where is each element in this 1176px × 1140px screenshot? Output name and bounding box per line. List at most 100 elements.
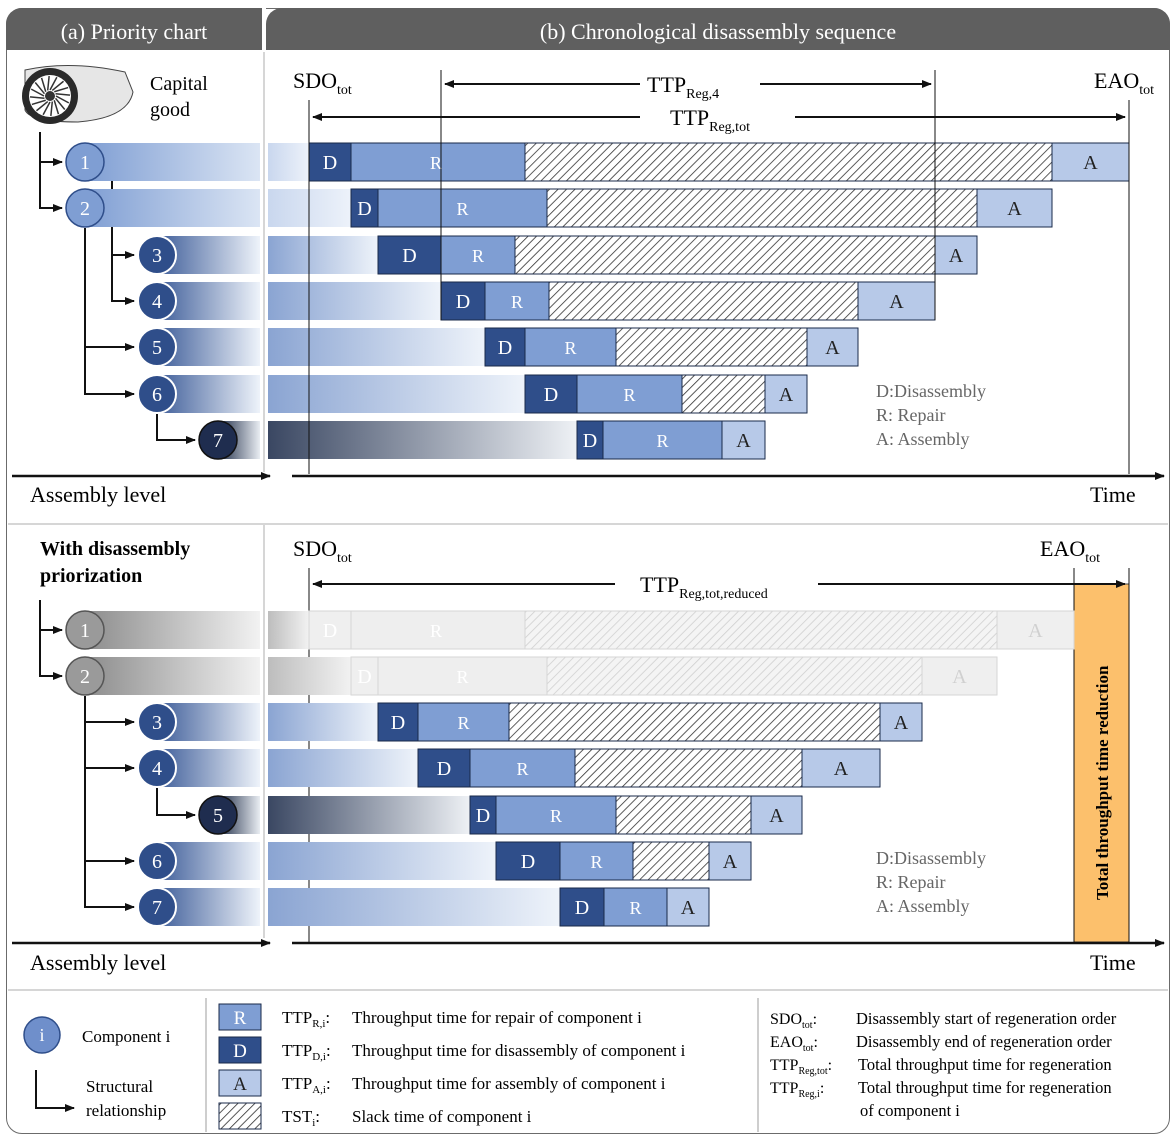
- bottom-component-7: [137, 887, 177, 927]
- top-row-2-d-bar: [350, 188, 379, 228]
- sdo-label-top: SDOtot: [293, 68, 352, 98]
- bottom-row-3: D R A 3: [137, 702, 923, 742]
- top-row-2-a-label: A: [1007, 198, 1022, 220]
- top-row-2-r-bar: [377, 188, 548, 228]
- abbreviations: SDOtot: Disassembly start of regeneration…: [770, 1009, 1117, 1120]
- key-item-2: A TTPA,i: Throughput time for assembly of …: [218, 1069, 666, 1097]
- bottom-row-6-slack-bar: [632, 841, 710, 881]
- bottom-component-5: [198, 795, 238, 835]
- svg-text:of component i: of component i: [860, 1101, 960, 1120]
- eao-label-bottom: EAOtot: [1040, 536, 1100, 566]
- top-row-5: D R A 5: [137, 327, 859, 367]
- header-disassembly-sequence: (b) Chronological disassembly sequence: [266, 8, 1170, 50]
- top-component-1: [65, 142, 105, 182]
- bottom-component-5-label: 5: [213, 805, 223, 827]
- reduction-bar: [1073, 583, 1130, 943]
- sdo-label-bottom: SDOtot: [293, 536, 352, 566]
- top-component-3-label: 3: [152, 245, 162, 267]
- bottom-row-6-r-label: R: [590, 852, 602, 872]
- top-row-7-a-bar: [721, 420, 766, 460]
- bottom-row-2-r-label: R: [456, 667, 468, 687]
- eao-label-top: EAOtot: [1094, 68, 1154, 98]
- abbrev-1: EAOtot: Disassembly end of regeneration o…: [770, 1032, 1112, 1054]
- legend-top: D:Disassembly R: Repair A: Assembly: [876, 381, 986, 449]
- svg-text:relationship: relationship: [86, 1101, 166, 1120]
- bottom-row-5: D R A 5: [198, 795, 803, 835]
- top-row-2-slack-bar: [546, 188, 978, 228]
- bottom-component-1: [65, 610, 105, 650]
- abbrev-2: TTPReg,tot: Total throughput time for reg…: [770, 1055, 1112, 1077]
- bottom-row-2-r-bar: [377, 656, 548, 696]
- bottom-row-1-slack-bar: [524, 610, 998, 650]
- svg-text:TTPR,i:: TTPR,i:: [282, 1008, 330, 1030]
- priority-tree-bottom: [39, 600, 196, 911]
- top-row-7-d-label: D: [583, 430, 597, 452]
- bottom-row-2-slack-bar: [546, 656, 923, 696]
- svg-text:R: Repair: R: Repair: [876, 872, 946, 892]
- top-component-4-label: 4: [152, 291, 162, 313]
- bottom-row-6: D R A 6: [137, 841, 752, 881]
- bottom-row-3-d-bar: [377, 702, 419, 742]
- top-row-1: D R A 1: [65, 142, 1130, 182]
- bottom-row-5-a-bar: [750, 795, 803, 835]
- top-row-3-a-label: A: [949, 245, 964, 267]
- svg-text:Disassembly end of regeneratio: Disassembly end of regeneration order: [856, 1032, 1112, 1051]
- bottom-row-2-a-bar: [921, 656, 998, 696]
- key-component: i Component i: [23, 1016, 171, 1054]
- key-item-1: D TTPD,i: Throughput time for disassembly …: [218, 1036, 686, 1064]
- header-priority-chart: (a) Priority chart: [6, 8, 266, 50]
- bottom-component-4-label: 4: [152, 758, 162, 780]
- svg-text:A: Assembly: A: Assembly: [876, 896, 970, 916]
- svg-text:TSTi:: TSTi:: [282, 1107, 320, 1129]
- top-row-3: D R A 3: [137, 235, 978, 275]
- svg-text:TTPReg,tot:: TTPReg,tot:: [770, 1057, 832, 1077]
- top-component-6-label: 6: [152, 384, 162, 406]
- svg-text:Throughput time for assembly o: Throughput time for assembly of componen…: [352, 1074, 666, 1093]
- bottom-row-5-d-bar: [469, 795, 497, 835]
- top-row-5-r-label: R: [564, 338, 576, 358]
- top-component-7: [198, 420, 238, 460]
- bottom-row-4: D R A 4: [137, 748, 881, 788]
- bottom-row-3-r-bar: [417, 702, 510, 742]
- top-component-5: [137, 327, 177, 367]
- svg-text:TTPA,i:: TTPA,i:: [282, 1074, 331, 1096]
- bottom-row-5-d-label: D: [476, 805, 490, 827]
- bottom-row-7-d-bar: [559, 887, 605, 927]
- top-row-1-r-bar: [350, 142, 526, 182]
- top-row-6-a-label: A: [779, 384, 794, 406]
- top-row-4: D R A 4: [137, 281, 936, 321]
- bottom-component-3: [137, 702, 177, 742]
- top-row-4-r-label: R: [511, 292, 523, 312]
- top-row-5-d-bar: [484, 327, 526, 367]
- top-row-2-a-bar: [976, 188, 1053, 228]
- top-row-6-d-label: D: [544, 384, 558, 406]
- top-row-7: D R A 7: [198, 420, 766, 460]
- top-row-3-slack-bar: [514, 235, 936, 275]
- top-row-3-r-bar: [440, 235, 516, 275]
- bottom-row-5-r-label: R: [550, 806, 562, 826]
- svg-text:A: Assembly: A: Assembly: [876, 429, 970, 449]
- abbrev-0: SDOtot: Disassembly start of regeneration…: [770, 1009, 1117, 1031]
- top-component-4: [137, 281, 177, 321]
- bottom-row-3-slack-bar: [508, 702, 881, 742]
- bottom-row-1-d-label: D: [323, 620, 337, 642]
- bottom-row-2-d-bar: [350, 656, 379, 696]
- bottom-row-4-slack-bar: [574, 748, 803, 788]
- key-structural-relationship: Structural relationship: [35, 1070, 166, 1120]
- bottom-component-7-label: 7: [152, 897, 162, 919]
- abbrev-3: TTPReg,i: Total throughput time for regen…: [770, 1078, 1112, 1120]
- top-row-4-a-bar: [857, 281, 936, 321]
- svg-text:SDOtot:: SDOtot:: [770, 1011, 817, 1031]
- top-component-1-label: 1: [80, 152, 90, 174]
- top-row-4-slack-bar: [548, 281, 859, 321]
- sequence-rows-bottom: D R A 1 D R A 2 D R A 3 D R A 4 D R A 5 D R A 6 D R A 7: [65, 610, 1075, 927]
- top-row-5-a-bar: [806, 327, 859, 367]
- bottom-component-3-label: 3: [152, 712, 162, 734]
- top-row-1-d-label: D: [323, 152, 337, 174]
- top-component-3: [137, 235, 177, 275]
- top-component-6: [137, 374, 177, 414]
- bottom-row-7-a-label: A: [681, 897, 696, 919]
- bottom-row-6-a-label: A: [723, 851, 738, 873]
- bottom-row-4-d-label: D: [437, 758, 451, 780]
- top-row-1-slack-bar: [524, 142, 1053, 182]
